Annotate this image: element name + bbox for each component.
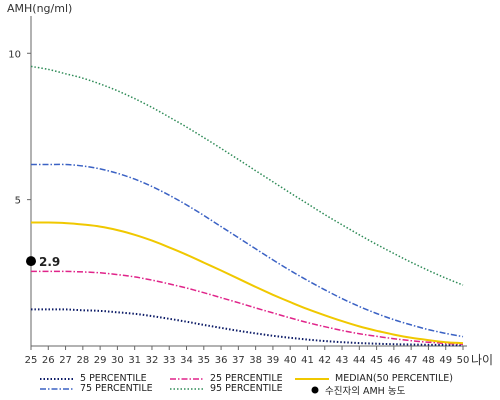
series-line-0 bbox=[30, 308, 464, 347]
y-axis-title: AMH(ng/ml) bbox=[7, 2, 73, 15]
x-tick-label: 32 bbox=[146, 355, 159, 366]
legend-label: 95 PERCENTILE bbox=[210, 383, 283, 394]
patient-amh-marker bbox=[26, 256, 36, 267]
legend-label: 수진자의 AMH 농도 bbox=[325, 386, 406, 397]
legend-marker-circle bbox=[311, 386, 319, 394]
x-tick-label: 48 bbox=[422, 355, 435, 366]
x-tick-label: 49 bbox=[439, 355, 452, 366]
legend-swatch bbox=[170, 377, 204, 380]
x-axis-unit: 나이 bbox=[471, 353, 494, 367]
legend-item-median: MEDIAN(50 PERCENTILE) bbox=[295, 373, 453, 384]
x-tick-label: 42 bbox=[318, 355, 331, 366]
x-tick-label: 37 bbox=[232, 355, 245, 366]
series-line-2 bbox=[30, 221, 464, 345]
series-line-3 bbox=[31, 163, 464, 338]
legend-swatch bbox=[40, 387, 74, 390]
legend-label: 75 PERCENTILE bbox=[80, 383, 153, 394]
x-tick-label: 39 bbox=[267, 355, 280, 366]
legend-marker-dot bbox=[311, 386, 319, 394]
y-tick-label: 5 bbox=[15, 196, 21, 207]
x-tick-label: 47 bbox=[405, 355, 418, 366]
legend-swatch bbox=[295, 377, 329, 380]
x-tick-label: 35 bbox=[197, 355, 210, 366]
x-tick-label: 40 bbox=[284, 355, 297, 366]
legend-item-25-percentile: 25 PERCENTILE bbox=[170, 373, 283, 384]
x-tick-label: 45 bbox=[370, 355, 383, 366]
legend-item-5-percentile: 5 PERCENTILE bbox=[40, 373, 147, 384]
legend-swatch bbox=[40, 377, 74, 380]
legend-label: MEDIAN(50 PERCENTILE) bbox=[335, 373, 453, 384]
x-tick-label: 36 bbox=[215, 355, 228, 366]
legend-swatch bbox=[170, 387, 204, 390]
series-line-4 bbox=[30, 65, 464, 286]
x-tick-label: 38 bbox=[249, 355, 262, 366]
x-tick-label: 27 bbox=[59, 355, 72, 366]
patient-amh-label: 2.9 bbox=[39, 255, 60, 269]
x-tick-label: 46 bbox=[388, 355, 401, 366]
legend-label: 5 PERCENTILE bbox=[80, 373, 147, 384]
x-tick-label: 41 bbox=[301, 355, 314, 366]
legend: 5 PERCENTILE 25 PERCENTILE MEDIAN(50 PER… bbox=[0, 372, 500, 400]
legend-item-75-percentile: 75 PERCENTILE bbox=[40, 383, 153, 394]
x-tick-label: 33 bbox=[163, 355, 176, 366]
x-tick-label: 25 bbox=[25, 355, 38, 366]
x-tick-label: 31 bbox=[128, 355, 141, 366]
x-tick-label: 29 bbox=[94, 355, 107, 366]
x-tick-label: 50 bbox=[457, 355, 470, 366]
legend-item-patient-amh: 수진자의 AMH 농도 bbox=[311, 383, 405, 397]
x-tick-label: 34 bbox=[180, 355, 193, 366]
x-tick-label: 30 bbox=[111, 355, 124, 366]
x-tick-label: 44 bbox=[353, 355, 366, 366]
legend-item-95-percentile: 95 PERCENTILE bbox=[170, 383, 283, 394]
amh-percentile-chart: 5 10 25 26 27 28 29 30 31 32 33 34 35 36 37 38 39 40 41 42 4… bbox=[8, 16, 470, 366]
legend-label: 25 PERCENTILE bbox=[210, 373, 283, 384]
x-tick-label: 43 bbox=[336, 355, 349, 366]
series-line-1 bbox=[31, 270, 464, 345]
x-tick-label: 28 bbox=[76, 355, 89, 366]
y-tick-label: 10 bbox=[8, 49, 21, 60]
x-tick-label: 26 bbox=[42, 355, 55, 366]
